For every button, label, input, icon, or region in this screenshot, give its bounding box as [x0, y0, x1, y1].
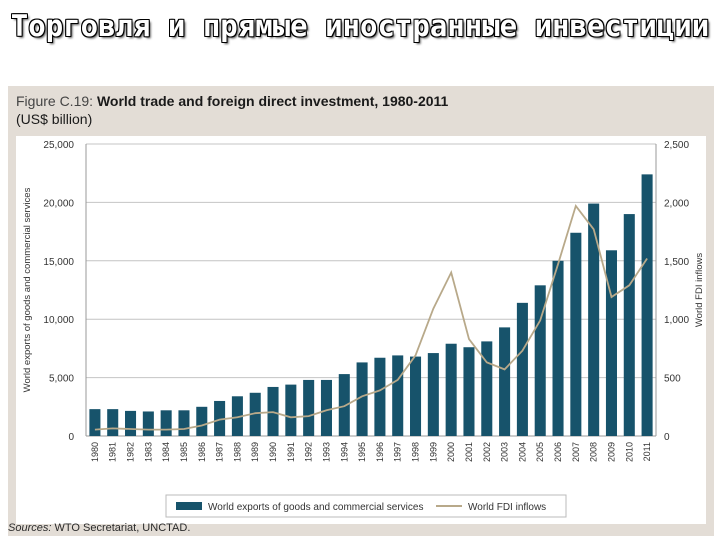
source-note: Sources: WTO Secretariat, UNCTAD. [8, 522, 190, 534]
x-tick-label: 1986 [197, 442, 207, 462]
bar [178, 410, 190, 436]
bar [427, 353, 439, 436]
y-axis-title: World exports of goods and commercial se… [22, 187, 33, 392]
bar [392, 355, 404, 436]
x-tick-label: 1985 [179, 442, 189, 462]
source-label: Sources: [8, 522, 52, 534]
bar [142, 411, 154, 436]
x-tick-label: 1982 [126, 442, 136, 462]
figure-units: (US$ billion) [16, 111, 93, 127]
y-tick-label: 5,000 [49, 374, 74, 385]
x-tick-label: 1983 [143, 442, 153, 462]
legend-bar-label: World exports of goods and commercial se… [208, 502, 423, 513]
x-tick-label: 2002 [482, 442, 492, 462]
y-tick-label: 10,000 [43, 315, 74, 326]
bar [338, 374, 350, 436]
x-tick-label: 2004 [517, 442, 527, 462]
bar [463, 347, 475, 436]
bar [231, 396, 243, 436]
y2-tick-label: 2,000 [664, 198, 689, 209]
y-tick-label: 20,000 [43, 198, 74, 209]
y-tick-label: 15,000 [43, 257, 74, 268]
y-tick-label: 0 [68, 432, 74, 443]
bar [196, 406, 208, 436]
source-text: WTO Secretariat, UNCTAD. [54, 522, 191, 534]
bar [125, 410, 137, 436]
chart-svg: 0 0 5,000 500 10,000 1,000 15,000 1,500 20,000 2,… [22, 140, 705, 518]
x-tick-label: 2000 [446, 442, 456, 462]
x-tick-label: 1990 [268, 442, 278, 462]
x-tick-label: 1997 [393, 442, 403, 462]
bar [249, 392, 261, 436]
x-tick-label: 1993 [321, 442, 331, 462]
bar [107, 409, 119, 436]
y2-axis-title: World FDI inflows [694, 253, 705, 328]
figure-header: Figure C.19: World trade and foreign dir… [16, 92, 448, 128]
bar [588, 203, 600, 436]
x-tick-label: 1987 [215, 442, 225, 462]
x-tick-label: 2011 [642, 442, 652, 461]
x-tick-label: 2009 [606, 442, 616, 462]
bar [534, 285, 546, 436]
bar [623, 214, 635, 436]
x-tick-label: 2008 [589, 442, 599, 462]
x-tick-label: 1991 [286, 442, 296, 462]
x-tick-label: 1999 [428, 442, 438, 462]
legend-box [165, 494, 567, 518]
x-tick-label: 1995 [357, 442, 367, 462]
x-tick-label: 1988 [232, 442, 242, 462]
bar [160, 410, 172, 436]
bar [605, 250, 617, 436]
figure-title: World trade and foreign direct investmen… [96, 93, 449, 109]
x-tick-label: 2003 [500, 442, 510, 462]
bar [570, 232, 582, 436]
bar [303, 379, 315, 436]
bar [481, 341, 493, 436]
x-tick-label: 2006 [553, 442, 563, 462]
x-tick-label: 2001 [464, 442, 474, 462]
bar [445, 343, 457, 436]
bar [320, 379, 332, 436]
chart-box: 0 0 5,000 500 10,000 1,000 15,000 1,500 20,000 2,… [16, 136, 706, 524]
legend-line-label: World FDI inflows [468, 502, 546, 513]
bar [374, 357, 386, 436]
x-tick-label: 1980 [90, 442, 100, 462]
y2-tick-label: 1,000 [664, 315, 689, 326]
figure-panel: Figure C.19: World trade and foreign dir… [8, 86, 714, 536]
x-tick-label: 2005 [535, 442, 545, 462]
bar [641, 174, 653, 437]
fdi-line [94, 203, 648, 431]
x-tick-label: 1994 [339, 442, 349, 462]
x-tick-label: 2007 [571, 442, 581, 462]
y2-tick-label: 0 [664, 432, 670, 443]
bar [516, 302, 528, 436]
bar [410, 356, 422, 436]
figure-label: Figure C.19: [16, 93, 94, 109]
bar [356, 362, 368, 436]
x-tick-label: 1996 [375, 442, 385, 462]
x-tick-label: 1998 [411, 442, 421, 462]
slide-title: Торговля и прямые иностранные инвестиции [10, 9, 710, 43]
x-tick-label: 1981 [108, 442, 118, 462]
x-tick-label: 2010 [624, 442, 634, 462]
legend-bar-swatch [176, 502, 202, 510]
y2-tick-label: 2,500 [664, 140, 689, 151]
bar [285, 384, 297, 436]
x-tick-label: 1992 [304, 442, 314, 462]
bar [499, 327, 511, 436]
bar [89, 409, 101, 436]
y2-tick-label: 500 [664, 374, 681, 385]
y-tick-label: 25,000 [43, 140, 74, 151]
x-tick-label: 1989 [250, 442, 260, 462]
y2-tick-label: 1,500 [664, 257, 689, 268]
x-tick-label: 1984 [161, 442, 171, 462]
bar [552, 260, 564, 436]
bar [214, 400, 226, 436]
